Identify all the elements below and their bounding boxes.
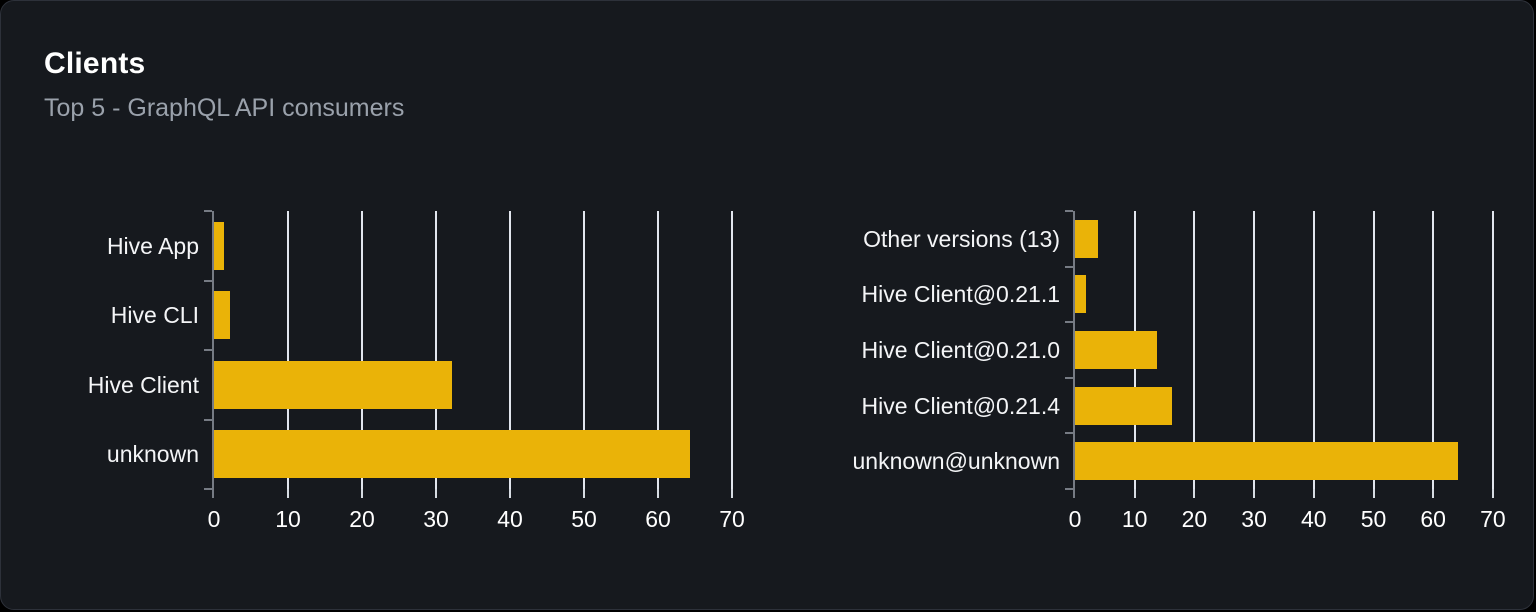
x-axis-tick — [287, 489, 289, 498]
x-tick-label: 60 — [645, 506, 671, 532]
x-tick-label: 10 — [1121, 506, 1148, 532]
bar-hive-client[interactable] — [214, 360, 452, 409]
y-axis-tick — [204, 349, 212, 351]
card-subtitle: Top 5 - GraphQL API consumers — [44, 94, 405, 122]
x-axis-tick — [1193, 489, 1196, 498]
gridline — [1312, 211, 1315, 489]
x-axis-tick — [1312, 489, 1315, 498]
card-title: Clients — [44, 47, 146, 80]
y-axis-tick — [1065, 265, 1073, 268]
x-tick-label: 20 — [1181, 506, 1208, 532]
gridline — [287, 211, 289, 489]
category-label: Hive Client@0.21.0 — [861, 337, 1061, 363]
category-label: Hive Client@0.21.4 — [861, 392, 1061, 419]
x-axis-tick — [731, 489, 733, 498]
x-axis-tick — [435, 489, 437, 498]
y-axis-line — [1073, 211, 1075, 496]
x-axis-tick — [1372, 489, 1375, 498]
x-axis-tick — [509, 489, 511, 498]
x-axis-tick — [583, 489, 585, 498]
bar-hive-client-0-21-4[interactable] — [1075, 386, 1173, 425]
gridline — [657, 211, 659, 489]
bar-hive-cli[interactable] — [214, 291, 230, 340]
x-tick-label: 20 — [349, 506, 375, 532]
x-axis-tick — [1432, 489, 1435, 498]
x-axis-tick — [1253, 489, 1256, 498]
gridline — [1253, 211, 1256, 489]
y-axis-tick — [204, 418, 212, 421]
y-axis-tick — [204, 488, 212, 490]
x-tick-label: 0 — [1068, 506, 1082, 532]
x-axis-tick — [657, 489, 659, 498]
gridline — [1432, 211, 1435, 489]
x-axis-tick — [1133, 489, 1136, 498]
y-axis-tick — [204, 210, 212, 212]
category-label: Other versions (13) — [863, 225, 1060, 252]
x-tick-label: 30 — [423, 506, 449, 532]
gridline — [1372, 211, 1375, 489]
x-axis-tick — [1491, 489, 1494, 498]
y-axis-tick — [1065, 376, 1073, 379]
y-axis-tick — [1065, 488, 1073, 490]
x-tick-label: 50 — [571, 506, 597, 532]
y-axis-tick — [204, 279, 212, 282]
x-tick-label: 70 — [719, 506, 745, 532]
bar-hive-app[interactable] — [214, 221, 225, 270]
bar-unknown[interactable] — [214, 430, 690, 479]
category-label: Hive Client — [87, 371, 199, 398]
x-axis-tick — [361, 489, 363, 498]
x-tick-label: 40 — [497, 506, 523, 532]
category-label: Hive App — [106, 232, 199, 259]
category-label: unknown@unknown — [852, 448, 1060, 475]
x-tick-label: 0 — [207, 506, 221, 532]
bar-chart-clients: 0 10 20 30 40 50 60 70 Hive App Hive CLI Hive Clie… — [88, 210, 748, 532]
gridline — [435, 211, 437, 489]
category-label: unknown — [106, 441, 199, 468]
gridline — [1193, 211, 1196, 489]
gridline — [1491, 211, 1494, 489]
y-axis-tick — [1065, 432, 1073, 435]
bar-hive-client-0-21-0[interactable] — [1075, 331, 1157, 369]
card-header: Clients Top 5 - GraphQL API consumers — [44, 47, 404, 123]
bar-other-versions-13-[interactable] — [1075, 219, 1099, 258]
gridline — [509, 211, 511, 489]
category-label: Hive Client@0.21.1 — [861, 281, 1061, 308]
bar-unknown-unknown[interactable] — [1075, 442, 1459, 481]
y-axis-line — [212, 211, 214, 496]
y-axis-tick — [1065, 321, 1073, 324]
x-tick-label: 30 — [1241, 506, 1267, 532]
x-tick-label: 40 — [1301, 506, 1327, 532]
y-axis-tick — [1065, 210, 1073, 212]
gridline — [361, 211, 363, 489]
bar-hive-client-0-21-1[interactable] — [1075, 275, 1086, 314]
x-tick-label: 70 — [1480, 506, 1506, 532]
gridline — [583, 211, 585, 489]
gridline — [731, 211, 733, 489]
bar-chart-client-versions: 0 10 20 30 40 50 60 70 Other versions (13) Hive C… — [853, 210, 1506, 532]
x-tick-label: 10 — [275, 506, 301, 532]
category-label: Hive CLI — [110, 302, 199, 329]
x-tick-label: 60 — [1420, 506, 1446, 532]
x-tick-label: 50 — [1360, 506, 1387, 532]
